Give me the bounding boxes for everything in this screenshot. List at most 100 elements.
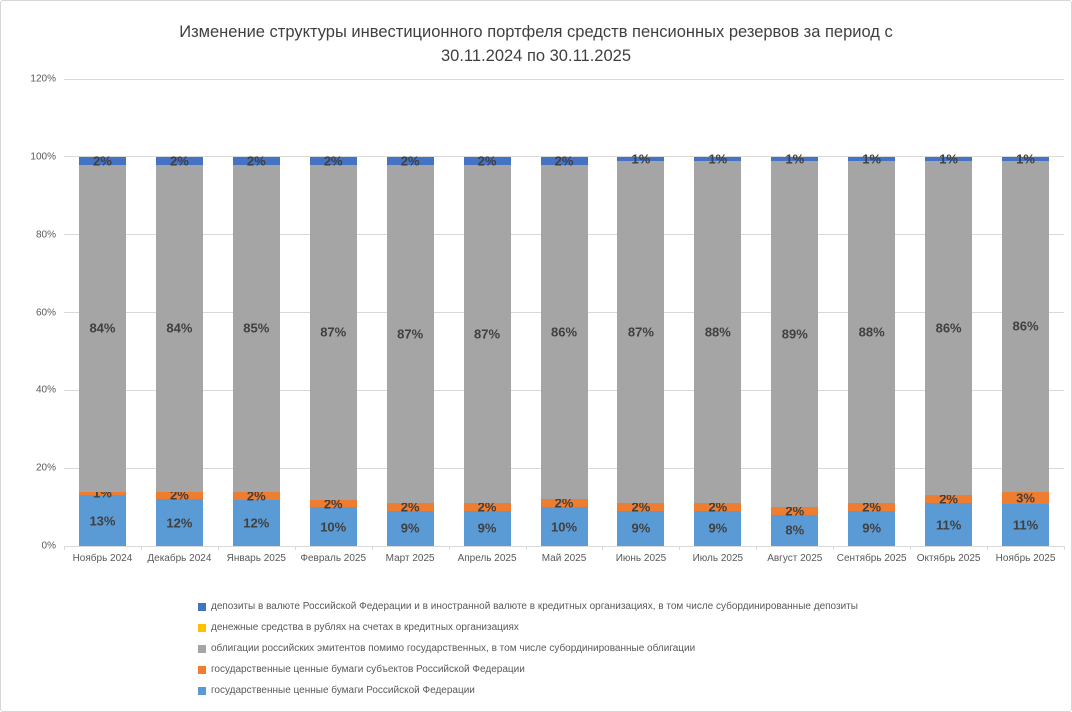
bar-segment: 2% [155,488,203,503]
bar-Сентябрь 2025: 9% 2% 88% 1% [848,79,896,546]
bar-segment: 11% [1002,503,1050,546]
bar-segment-label: 87% [474,326,501,342]
legend-item: денежные средства в рублях на счетах в к… [198,617,858,638]
x-axis-tick [448,546,450,550]
bar-segment: 2% [694,500,742,515]
bar-segment: 9% [386,510,434,546]
bar-segment: 9% [694,510,742,546]
bar-segment-label: 10% [320,519,347,535]
bar-segment-label: 87% [397,326,424,342]
legend-item-label: облигации российских эмитентов помимо го… [211,643,696,654]
bar-segment: 1% [771,151,819,166]
bar-segment: 12% [155,499,203,546]
legend-item-label: депозиты в валюте Российской Федерации и… [211,601,858,612]
bar-segment: 1% [617,151,665,166]
legend-swatch-icon [198,602,206,611]
y-axis-label-20%: 20% [35,462,56,474]
bar-Декабрь 2024: 12% 2% 84% 2% [155,79,203,546]
legend-item-label: государственные ценные бумаги Российской… [211,685,475,696]
bar-segment-label: 88% [858,324,885,340]
bar-Февраль 2025: 10% 2% 87% 2% [309,79,357,546]
legend: депозиты в валюте Российской Федерации и… [198,596,858,701]
bar-segment: 2% [540,153,588,168]
y-axis-label-40%: 40% [35,384,56,396]
bar-segment: 9% [848,510,896,546]
bar-segment: 12% [232,499,280,546]
bar-segment: 87% [463,164,511,504]
bar-segment: 2% [540,496,588,511]
bar-segment: 88% [848,160,896,504]
x-axis-tick [1064,546,1065,550]
bar-segment: 84% [155,164,203,492]
x-axis-tick [140,546,142,550]
bar-segment: 1% [694,151,742,166]
bar-segment-label: 84% [89,320,116,336]
legend-swatch-icon [198,686,206,695]
bar-segment: 2% [309,153,357,168]
bar-segment-label: 86% [550,324,578,340]
bar-segment: 86% [540,164,588,500]
plot-area: 0% 20% 40% 60% 80% 100% 120% 13% 1% 84% 2% Ноябрь 2… [30,74,1065,564]
bar-segment: 86% [925,160,973,496]
bar-segment-label: 9% [400,520,420,536]
legend-item: государственные ценные бумаги Российской… [198,680,858,701]
chart-title-line2: 30.11.2024 по 30.11.2025 [441,46,631,65]
legend-item-label: денежные средства в рублях на счетах в к… [211,622,519,633]
x-axis-tick [987,546,989,550]
bar-segment-label: 87% [627,324,654,340]
x-axis-tick [833,546,835,550]
bar-segment: 87% [617,160,665,503]
bar-segment: 2% [386,153,434,168]
bar-segment: 2% [771,503,819,518]
x-axis-tick [294,546,296,550]
bar-segment: 2% [925,492,973,507]
chart-title-line1: Изменение структуры инвестиционного порт… [179,23,893,41]
x-axis-label-Ноябрь 2024: Ноябрь 2024 [72,553,133,564]
bar-Ноябрь 2024: 13% 1% 84% 2% [78,79,126,546]
x-axis-tick [910,546,912,550]
bar-segment: 2% [386,500,434,515]
bar-segment: 1% [1002,151,1050,166]
legend-item: депозиты в валюте Российской Федерации и… [198,596,858,617]
x-axis-label-Февраль 2025: Февраль 2025 [300,553,367,564]
legend-item: государственные ценные бумаги субъектов … [198,659,858,680]
gridline-0% [64,545,1064,547]
bar-segment: 9% [617,510,665,546]
bar-segment-label: 13% [89,513,116,529]
y-axis-label-0%: 0% [41,540,56,552]
bar-segment: 2% [463,500,511,515]
x-axis-label-Май 2025: Май 2025 [541,553,587,564]
bar-segment: 1% [848,151,896,166]
legend-item: облигации российских эмитентов помимо го… [198,638,858,659]
y-axis-label-100%: 100% [30,151,56,163]
bar-segment: 10% [309,507,357,546]
x-axis-tick [371,546,373,550]
bar-segment: 13% [78,495,126,546]
x-axis-label-Июнь 2025: Июнь 2025 [615,553,667,564]
gridline-100% [64,156,1064,158]
bar-Май 2025: 10% 2% 86% 2% [540,79,588,546]
bar-segment: 89% [771,160,819,508]
bar-segment: 2% [309,496,357,511]
bar-Июнь 2025: 9% 2% 87% 1% [617,79,665,546]
bar-segment: 3% [1002,490,1050,505]
x-axis-tick [679,546,681,550]
bar-segment: 87% [386,164,434,504]
bar-segment-label: 12% [166,515,193,531]
bar-Март 2025: 9% 2% 87% 2% [386,79,434,546]
bar-segment: 2% [155,153,203,168]
chart-title: Изменение структуры инвестиционного порт… [1,21,1071,69]
bar-segment: 2% [848,500,896,515]
x-axis-label-Апрель 2025: Апрель 2025 [457,553,517,564]
x-axis-tick [756,546,758,550]
bar-segment: 2% [232,488,280,503]
bar-segment-label: 9% [477,520,497,536]
legend-swatch-icon [198,665,206,674]
bar-segment-label: 11% [935,517,962,533]
bar-Ноябрь 2025: 11% 3% 86% 1% [1002,79,1050,546]
x-axis-tick [64,546,65,550]
y-axis-label-60%: 60% [35,307,56,318]
bar-segment-label: 86% [1012,318,1039,334]
x-axis-tick [217,546,219,550]
bar-segment: 9% [463,510,511,546]
